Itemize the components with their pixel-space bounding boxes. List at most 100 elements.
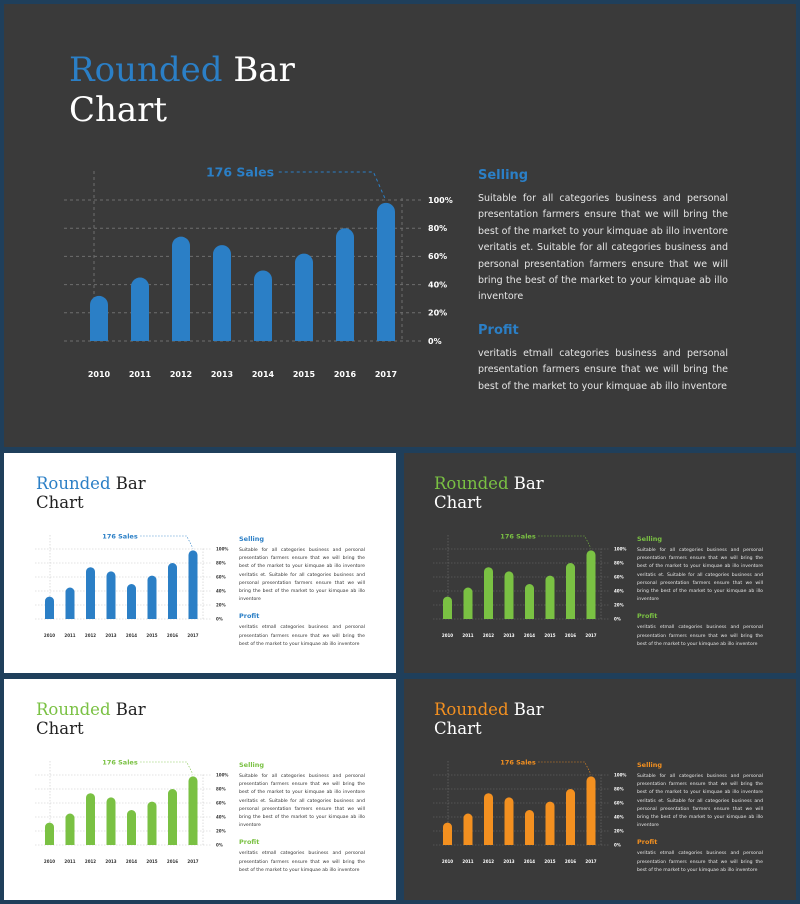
callout-connector (538, 761, 592, 775)
bar (45, 822, 54, 845)
x-tick-label: 2012 (483, 859, 494, 864)
slide-title: Rounded Bar Chart (36, 700, 146, 739)
x-tick-label: 2015 (146, 859, 157, 864)
profit-heading: Profit (637, 838, 658, 847)
y-tick-label: 40% (216, 814, 226, 819)
x-tick-label: 2017 (585, 859, 596, 864)
callout-label: 176 Sales (206, 164, 274, 179)
bar (172, 236, 190, 341)
y-tick-label: 40% (428, 280, 447, 289)
bar (147, 801, 157, 845)
profit-body: veritatis etmall categories business and… (637, 851, 763, 873)
x-tick-label: 2017 (585, 633, 596, 638)
x-tick-label: 2014 (524, 859, 535, 864)
title-word-chart: Chart (69, 90, 168, 131)
x-tick-label: 2013 (503, 859, 514, 864)
y-tick-label: 40% (614, 588, 624, 593)
slide-thumb-dark-green[interactable]: Rounded Bar Chart 0% 20% 40% 60% 80% 100% 2010… (404, 453, 796, 673)
y-tick-label: 80% (614, 786, 624, 791)
y-tick-label: 80% (428, 224, 447, 233)
profit-heading: Profit (478, 322, 519, 338)
bar (545, 575, 555, 619)
y-tick-label: 80% (614, 560, 624, 565)
selling-body: Suitable for all categories business and… (637, 548, 763, 603)
bar (188, 550, 198, 619)
bar (106, 797, 116, 845)
x-tick-label: 2016 (565, 633, 576, 638)
x-tick-label: 2014 (126, 633, 137, 638)
title-word-bar: Bar (110, 700, 146, 719)
y-tick-label: 60% (216, 800, 226, 805)
x-tick-label: 2014 (252, 370, 275, 379)
slide-title: Rounded Bar Chart (434, 700, 544, 739)
x-tick-label: 2011 (64, 859, 75, 864)
title-word-chart: Chart (434, 493, 482, 513)
callout-connector (278, 171, 387, 202)
y-tick-label: 40% (216, 588, 226, 593)
y-tick-label: 100% (216, 546, 228, 551)
bar (168, 563, 177, 619)
selling-heading: Selling (239, 535, 265, 543)
y-tick-label: 100% (614, 546, 626, 551)
x-tick-label: 2010 (44, 859, 55, 864)
x-tick-label: 2016 (167, 859, 178, 864)
y-tick-label: 100% (216, 772, 228, 777)
bar (45, 596, 54, 619)
text-column: Selling Suitable for all categories busi… (478, 168, 728, 395)
y-tick-label: 60% (614, 574, 624, 579)
selling-heading: Selling (637, 761, 663, 769)
x-tick-label: 2011 (129, 370, 152, 379)
x-tick-label: 2013 (105, 633, 116, 638)
bar (168, 789, 177, 845)
callout-connector (538, 535, 592, 549)
bar (463, 587, 473, 619)
x-tick-label: 2012 (85, 633, 96, 638)
slide-title: Rounded Bar Chart (434, 474, 544, 513)
callout-label: 176 Sales (500, 758, 536, 766)
x-tick-label: 2015 (544, 633, 555, 638)
x-tick-label: 2015 (544, 859, 555, 864)
x-tick-label: 2014 (126, 859, 137, 864)
bar-chart: 0% 20% 40% 60% 80% 100% 2010 2011 2012 2013 2014 20… (64, 164, 453, 379)
bar (336, 228, 354, 341)
y-tick-label: 40% (614, 814, 624, 819)
bar (86, 567, 96, 619)
title-word-chart: Chart (434, 719, 482, 739)
bar (443, 596, 452, 619)
y-tick-label: 20% (614, 828, 624, 833)
selling-body: Suitable for all categories business and… (239, 548, 365, 603)
slide-thumb-dark-orange[interactable]: Rounded Bar Chart 0% 20% 40% 60% 80% 100% 2010… (404, 679, 796, 900)
callout-label: 176 Sales (102, 758, 138, 766)
bar (586, 776, 596, 845)
text-column: Selling Suitable for all categories busi… (239, 535, 365, 649)
bar (443, 822, 452, 845)
bar (295, 253, 313, 341)
bar (463, 813, 473, 845)
selling-heading: Selling (239, 761, 265, 769)
title-word-chart: Chart (36, 719, 84, 739)
y-tick-label: 60% (216, 574, 226, 579)
x-tick-label: 2012 (170, 370, 192, 379)
bar (86, 793, 96, 845)
selling-heading: Selling (637, 535, 663, 543)
bar (213, 245, 232, 341)
y-tick-label: 0% (428, 337, 442, 346)
x-tick-label: 2013 (211, 370, 233, 379)
y-tick-label: 0% (216, 842, 223, 847)
title-word-bar: Bar (508, 700, 544, 719)
slide-thumb-light-blue[interactable]: Rounded Bar Chart 0% 20% 40% 60% 80% 100% 2010… (4, 453, 396, 673)
profit-heading: Profit (637, 612, 658, 621)
bar (504, 571, 514, 619)
selling-heading: Selling (478, 168, 529, 183)
title-word-bar: Bar (222, 50, 295, 90)
slide-main[interactable]: Rounded Bar Chart 0% 20% 40% 60% 80% 100% 2010… (4, 4, 796, 447)
title-word-chart: Chart (36, 493, 84, 513)
slide-thumb-light-green[interactable]: Rounded Bar Chart 0% 20% 40% 60% 80% 100% 2010… (4, 679, 396, 900)
bar (106, 571, 116, 619)
y-tick-label: 80% (216, 786, 226, 791)
x-tick-label: 2010 (88, 370, 111, 379)
x-tick-label: 2012 (483, 633, 494, 638)
x-tick-label: 2012 (85, 859, 96, 864)
x-tick-label: 2015 (146, 633, 157, 638)
bar (484, 567, 493, 619)
